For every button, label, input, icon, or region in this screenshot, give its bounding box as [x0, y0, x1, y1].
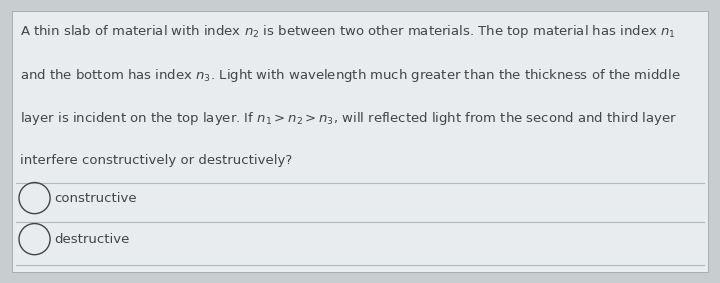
Text: layer is incident on the top layer. If $n_1 > n_2 > n_3$, will reflected light f: layer is incident on the top layer. If $… — [20, 110, 678, 127]
Text: interfere constructively or destructively?: interfere constructively or destructivel… — [20, 154, 292, 167]
Text: and the bottom has index $n_3$. Light with wavelength much greater than the thic: and the bottom has index $n_3$. Light wi… — [20, 67, 680, 83]
Text: A thin slab of material with index $n_2$ is between two other materials. The top: A thin slab of material with index $n_2$… — [20, 23, 676, 40]
Text: constructive: constructive — [54, 192, 137, 205]
FancyBboxPatch shape — [12, 11, 708, 272]
Text: destructive: destructive — [54, 233, 130, 246]
